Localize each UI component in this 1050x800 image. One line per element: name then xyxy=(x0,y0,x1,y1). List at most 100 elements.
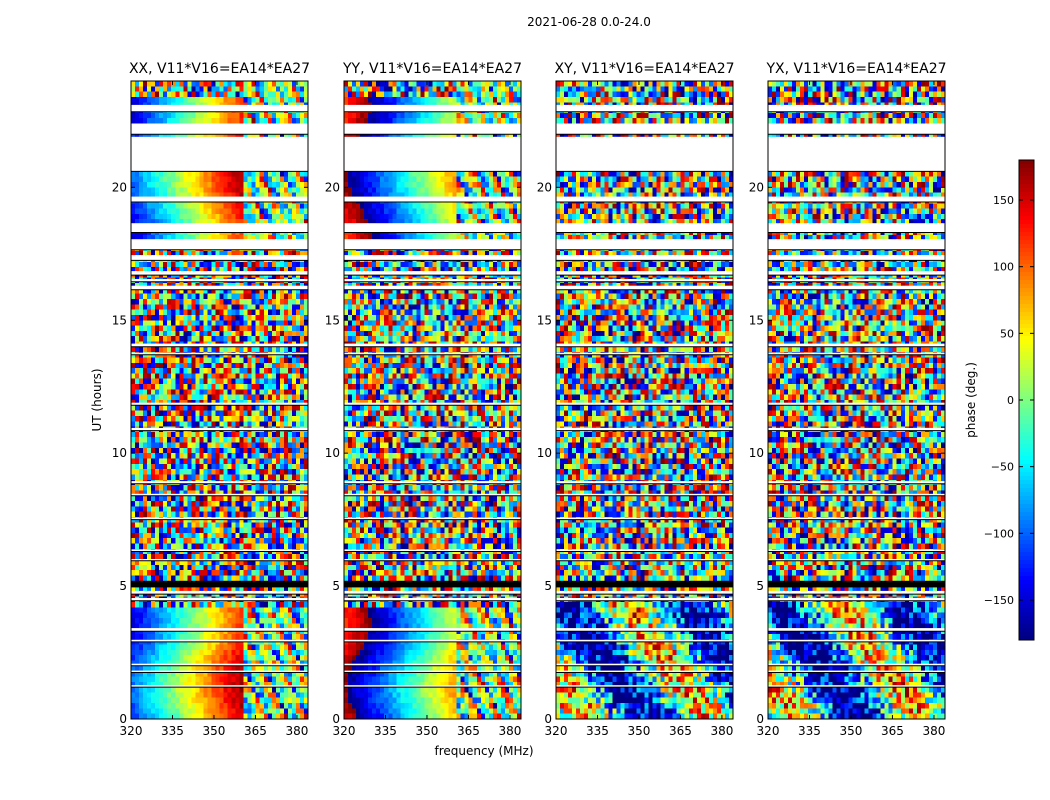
data-gap xyxy=(131,136,308,172)
data-gap xyxy=(556,352,733,355)
data-gap xyxy=(556,239,733,250)
colorbar-tick-label: −50 xyxy=(991,461,1014,474)
data-gap xyxy=(344,255,521,261)
data-gap xyxy=(131,663,308,666)
data-gap xyxy=(768,271,945,276)
x-tick-label: 380 xyxy=(285,724,308,738)
data-gap xyxy=(131,549,308,552)
colorbar-tick-label: −150 xyxy=(984,594,1014,607)
data-gap xyxy=(768,136,945,172)
colorbar-label: phase (deg.) xyxy=(964,362,978,438)
data-gap xyxy=(768,685,945,688)
data-gap xyxy=(768,255,945,261)
data-gap xyxy=(131,517,308,520)
data-gap xyxy=(768,481,945,484)
data-gap xyxy=(556,402,733,406)
data-gap xyxy=(556,590,733,595)
data-gap xyxy=(344,352,521,355)
data-gap xyxy=(131,628,308,632)
y-tick-label: 10 xyxy=(112,446,127,460)
data-gap xyxy=(556,549,733,552)
data-gap xyxy=(344,493,521,496)
data-gap xyxy=(131,223,308,233)
data-gap xyxy=(131,590,308,595)
y-tick-label: 15 xyxy=(749,313,764,327)
data-gap xyxy=(768,279,945,282)
x-tick-label: 365 xyxy=(881,724,904,738)
data-gap xyxy=(768,663,945,666)
data-gap xyxy=(556,559,733,561)
data-gap xyxy=(556,493,733,496)
data-gap xyxy=(344,598,521,601)
data-gap xyxy=(556,285,733,290)
heatmap-cells xyxy=(768,81,946,720)
y-tick-label: 10 xyxy=(537,446,552,460)
data-gap xyxy=(556,104,733,112)
data-gap xyxy=(344,481,521,484)
data-gap xyxy=(344,685,521,688)
y-tick-label: 20 xyxy=(112,180,127,194)
data-gap xyxy=(344,196,521,202)
panel-frame xyxy=(555,80,734,720)
y-tick-label: 5 xyxy=(756,579,764,593)
data-gap xyxy=(344,136,521,172)
x-tick-label: 350 xyxy=(840,724,863,738)
data-gap xyxy=(131,196,308,202)
x-tick-label: 320 xyxy=(757,724,780,738)
data-gap xyxy=(768,493,945,496)
data-gap xyxy=(131,279,308,282)
data-gap xyxy=(556,517,733,520)
data-gap xyxy=(768,427,945,431)
y-tick-label: 20 xyxy=(325,180,340,194)
y-tick-label: 20 xyxy=(537,180,552,194)
data-gap xyxy=(131,598,308,601)
heatmap-cells xyxy=(131,81,309,720)
data-gap xyxy=(556,255,733,261)
x-tick-label: 335 xyxy=(374,724,397,738)
panel-title: YY, V11*V16=EA14*EA27 xyxy=(342,61,522,77)
x-tick-label: 335 xyxy=(161,724,184,738)
data-gap xyxy=(556,123,733,135)
colorbar-tick-label: −100 xyxy=(984,527,1014,540)
panel-4: YX, V11*V16=EA14*EA27 320 335 350 365 380 0 5 10… xyxy=(749,61,947,738)
data-gap xyxy=(768,343,945,347)
y-axis-label: UT (hours) xyxy=(90,368,104,431)
data-gap xyxy=(344,343,521,347)
data-gap xyxy=(344,104,521,112)
data-gap xyxy=(344,223,521,233)
panel-3: XY, V11*V16=EA14*EA27 320 335 350 365 380 0 5 10… xyxy=(537,61,735,738)
data-gap xyxy=(768,639,945,642)
data-gap xyxy=(131,670,308,673)
x-tick-label: 320 xyxy=(333,724,356,738)
panel-1: XX, V11*V16=EA14*EA27 320 335 350 365 380 0 5 10… xyxy=(112,61,310,738)
data-gap xyxy=(131,493,308,496)
data-gap xyxy=(344,402,521,406)
data-gap xyxy=(768,559,945,561)
y-tick-label: 15 xyxy=(537,313,552,327)
data-gap xyxy=(344,549,521,552)
data-gap xyxy=(768,104,945,112)
colorbar-tick-label: 50 xyxy=(1000,327,1014,340)
data-gap xyxy=(768,239,945,250)
heatmap-cells xyxy=(344,81,522,720)
data-gap xyxy=(344,559,521,561)
data-gap xyxy=(344,663,521,666)
data-gap xyxy=(131,402,308,406)
data-gap xyxy=(131,104,308,112)
figure-title: 2021-06-28 0.0-24.0 xyxy=(527,15,651,29)
data-gap xyxy=(344,239,521,250)
data-gap xyxy=(768,196,945,202)
data-gap xyxy=(344,285,521,290)
data-gap xyxy=(768,590,945,595)
data-gap xyxy=(344,123,521,135)
data-gap xyxy=(131,271,308,276)
data-gap xyxy=(131,343,308,347)
colorbar-tick-label: 150 xyxy=(993,194,1014,207)
data-gap xyxy=(131,285,308,290)
y-tick-label: 0 xyxy=(119,712,127,726)
data-gap xyxy=(344,279,521,282)
x-tick-label: 365 xyxy=(244,724,267,738)
data-gap xyxy=(768,670,945,673)
panel-2: YY, V11*V16=EA14*EA27 320 335 350 365 380 0 5 10… xyxy=(325,61,522,738)
panel-title: YX, V11*V16=EA14*EA27 xyxy=(765,61,946,77)
